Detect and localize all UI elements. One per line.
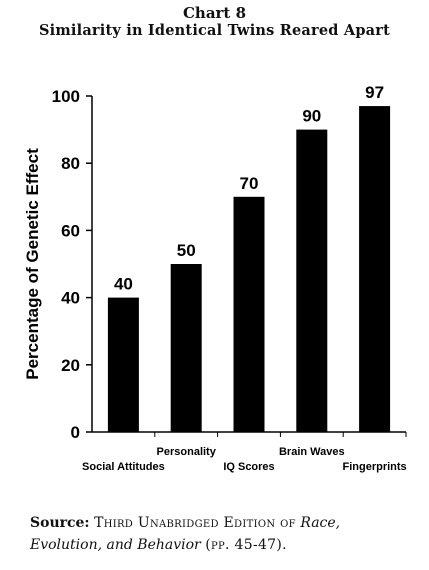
data-label: 50 — [177, 241, 196, 260]
source-text: Third Unabridged Edition of — [94, 515, 296, 531]
x-tick-label: Brain Waves — [279, 446, 345, 458]
bar-chart: 0 20 40 60 80 100 Percentage of Genetic Effect… — [23, 83, 407, 473]
x-tick-label: Fingerprints — [343, 461, 407, 473]
source-pages: (pp. 45-47). — [205, 537, 287, 553]
chart-number: Chart 8 — [182, 4, 247, 22]
y-tick-label: 80 — [61, 154, 80, 173]
bar-fingerprints — [359, 106, 391, 432]
chart-title-block: Chart 8 Similarity in Identical Twins Re… — [0, 4, 429, 40]
y-tick-label: 40 — [61, 289, 80, 308]
source-note: Source: Third Unabridged Edition of Race… — [30, 512, 410, 556]
x-tick-label: Social Attitudes — [82, 461, 165, 473]
data-label: 70 — [240, 174, 259, 193]
y-tick-label: 0 — [71, 423, 80, 442]
y-tick-label: 100 — [52, 87, 80, 106]
source-book-title-2: Evolution, and Behavior — [30, 537, 201, 553]
y-tick-label: 20 — [61, 356, 80, 375]
data-label: 90 — [302, 107, 321, 126]
data-label: 40 — [114, 275, 133, 294]
bar-personality — [170, 264, 202, 432]
x-tick-label: IQ Scores — [223, 461, 274, 473]
bar-iq-scores — [233, 196, 265, 432]
chart-title: Similarity in Identical Twins Reared Apa… — [38, 22, 390, 39]
data-label: 97 — [365, 83, 384, 102]
bar-social-attitudes — [107, 297, 139, 432]
bar-brain-waves — [296, 129, 328, 432]
y-axis-label: Percentage of Genetic Effect — [23, 148, 42, 380]
source-label: Source: — [30, 515, 90, 531]
y-tick-label: 60 — [61, 221, 80, 240]
source-book-title-1: Race, — [300, 515, 341, 531]
x-tick-label: Personality — [157, 446, 217, 458]
